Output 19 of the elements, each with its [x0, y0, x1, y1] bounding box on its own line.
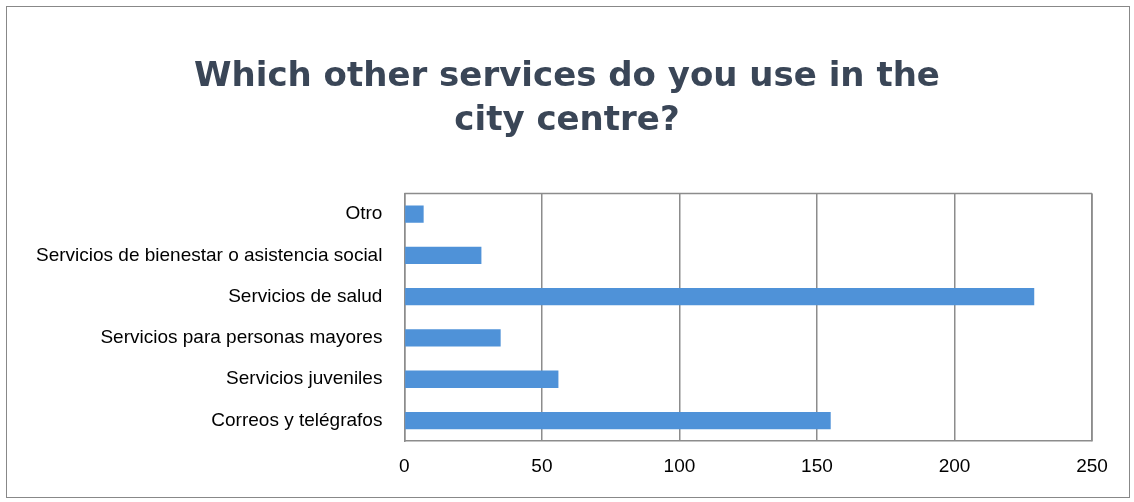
x-tick-label: 0 [399, 454, 410, 476]
y-tick-label: Servicios de bienestar o asistencia social [35, 243, 383, 265]
bar [405, 370, 559, 388]
x-tick-label: 100 [663, 454, 696, 476]
y-tick-label: Otro [345, 202, 383, 224]
bar [405, 205, 424, 223]
bar [405, 411, 831, 430]
chart-title: Which other services do you use in the city centre? [193, 53, 941, 140]
x-tick-label: 150 [801, 454, 833, 476]
y-tick-label: Correos y telégrafos [211, 408, 383, 430]
bar [405, 329, 501, 347]
bar [405, 246, 482, 265]
y-tick-label: Servicios juveniles [226, 367, 383, 389]
y-tick-label: Servicios para personas mayores [100, 326, 383, 348]
x-tick-label: 50 [531, 454, 553, 476]
y-tick-label: Servicios de salud [228, 284, 383, 306]
bar [405, 287, 1035, 306]
x-tick-label: 200 [938, 454, 971, 476]
x-tick-label: 250 [1076, 454, 1108, 476]
